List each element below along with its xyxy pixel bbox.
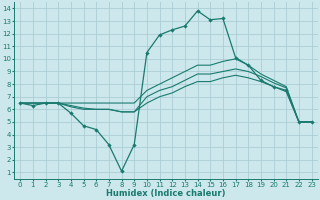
X-axis label: Humidex (Indice chaleur): Humidex (Indice chaleur) bbox=[106, 189, 226, 198]
